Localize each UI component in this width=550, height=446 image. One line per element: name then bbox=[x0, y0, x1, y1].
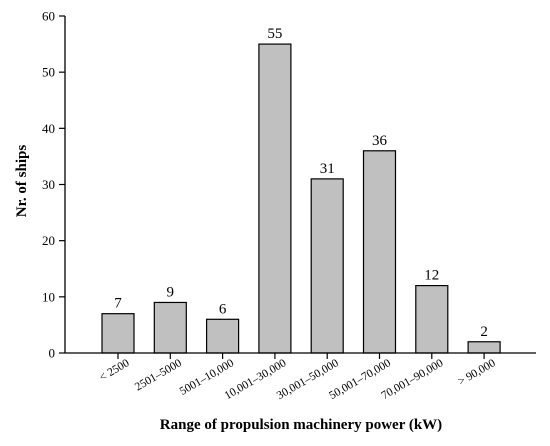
bar-value-label: 2 bbox=[480, 324, 488, 340]
bar bbox=[153, 301, 187, 354]
bar-value-label: 31 bbox=[320, 161, 335, 177]
y-tick-label: 30 bbox=[42, 177, 55, 192]
y-axis-title: Nr. of ships bbox=[14, 145, 30, 218]
bar bbox=[362, 150, 397, 354]
bar bbox=[258, 43, 292, 354]
y-axis-ticks: 0 10 20 30 40 50 60 bbox=[42, 9, 65, 361]
bar-value-label: 9 bbox=[167, 284, 175, 300]
x-axis-title: Range of propulsion machinery power (kW) bbox=[160, 417, 442, 433]
bar-value-label: 36 bbox=[372, 133, 388, 149]
y-tick-label: 20 bbox=[42, 233, 55, 248]
bar-value-label: 12 bbox=[424, 268, 439, 284]
bar bbox=[310, 178, 344, 354]
x-category-label: < 2500 bbox=[97, 357, 131, 384]
y-tick-label: 0 bbox=[49, 346, 56, 361]
data-labels-group: 7 9 6 55 31 36 12 2 bbox=[114, 26, 488, 340]
bar-value-label: 55 bbox=[267, 26, 282, 42]
y-tick-label: 40 bbox=[42, 121, 55, 136]
bar bbox=[415, 285, 449, 354]
x-axis-ticks: < 2500 2501–50005001–10,00010,001–30,0003… bbox=[97, 353, 498, 402]
x-category-label: > 90,000 bbox=[456, 357, 498, 388]
bar bbox=[467, 341, 501, 354]
y-tick-label: 10 bbox=[42, 289, 55, 304]
bar bbox=[206, 318, 240, 354]
y-tick-label: 60 bbox=[42, 9, 55, 24]
bar-value-label: 6 bbox=[219, 301, 227, 317]
y-tick-label: 50 bbox=[42, 65, 55, 80]
bars-group bbox=[101, 43, 501, 354]
x-category-label: 2501–5000 bbox=[133, 357, 184, 393]
bar-value-label: 7 bbox=[114, 296, 122, 312]
bar bbox=[101, 313, 135, 354]
